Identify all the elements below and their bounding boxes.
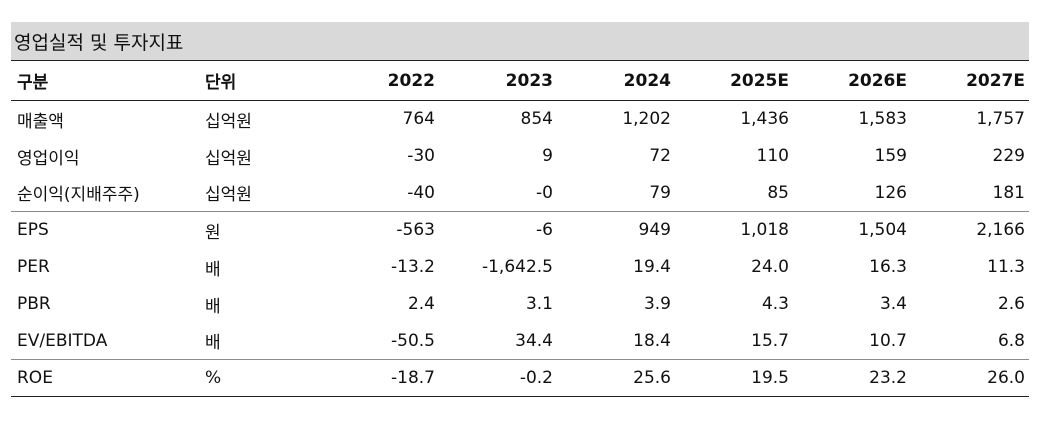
row-label: 영업이익 bbox=[17, 148, 80, 169]
row-unit: % bbox=[205, 368, 222, 388]
row-unit: 원 bbox=[205, 222, 221, 243]
header-year: 2023 bbox=[505, 70, 553, 91]
row-value: -563 bbox=[396, 220, 435, 241]
row-value: 23.2 bbox=[869, 368, 907, 388]
row-value: 949 bbox=[638, 220, 671, 241]
row-value: 1,202 bbox=[622, 109, 671, 130]
row-value: 79 bbox=[649, 182, 671, 203]
row-label: 순이익(지배주주) bbox=[17, 185, 140, 206]
row-label: PBR bbox=[17, 294, 51, 314]
row-label: EPS bbox=[17, 220, 49, 241]
financial-table-container: 영업실적 및 투자지표 구분 단위 2022 2023 2024 2025E 2… bbox=[11, 22, 1029, 397]
row-value: 24.0 bbox=[751, 257, 789, 277]
row-unit: 배 bbox=[205, 259, 221, 280]
row-value: 25.6 bbox=[633, 368, 671, 388]
row-value: 26.0 bbox=[987, 368, 1025, 388]
row-unit: 배 bbox=[205, 333, 221, 354]
row-value: 2.4 bbox=[407, 294, 435, 314]
row-value: -30 bbox=[407, 146, 435, 166]
row-value: 1,583 bbox=[858, 109, 907, 130]
table-row: EPS 원 -563 -6 949 1,018 1,504 2,166 bbox=[11, 212, 1029, 249]
row-value: -18.7 bbox=[391, 368, 435, 388]
row-value: 3.4 bbox=[879, 294, 907, 314]
table-row: EV/EBITDA 배 -50.5 34.4 18.4 15.7 10.7 6.… bbox=[11, 323, 1029, 360]
row-value: 34.4 bbox=[515, 330, 553, 351]
row-label: ROE bbox=[17, 368, 53, 388]
table-row: PER 배 -13.2 -1,642.5 19.4 24.0 16.3 11.3 bbox=[11, 249, 1029, 286]
row-value: 1,504 bbox=[858, 220, 907, 241]
row-value: 3.9 bbox=[643, 294, 671, 314]
table-row: 영업이익 십억원 -30 9 72 110 159 229 bbox=[11, 138, 1029, 175]
table-row: ROE % -18.7 -0.2 25.6 19.5 23.2 26.0 bbox=[11, 360, 1029, 397]
row-value: -1,642.5 bbox=[481, 257, 553, 277]
row-value: 854 bbox=[520, 109, 553, 130]
header-year: 2027E bbox=[966, 70, 1025, 91]
row-value: 3.1 bbox=[525, 294, 553, 314]
row-value: -13.2 bbox=[391, 257, 435, 277]
financial-table: 구분 단위 2022 2023 2024 2025E 2026E 2027E 매… bbox=[11, 60, 1029, 397]
row-value: 229 bbox=[992, 146, 1025, 166]
table-row: 순이익(지배주주) 십억원 -40 -0 79 85 126 181 bbox=[11, 175, 1029, 212]
row-label: EV/EBITDA bbox=[17, 330, 108, 351]
row-value: 126 bbox=[874, 182, 907, 203]
row-value: 85 bbox=[767, 182, 789, 203]
row-value: 4.3 bbox=[761, 294, 789, 314]
row-unit: 십억원 bbox=[205, 185, 252, 206]
row-value: -40 bbox=[407, 182, 435, 203]
header-year: 2022 bbox=[387, 70, 435, 91]
row-value: 764 bbox=[402, 109, 435, 130]
row-unit: 십억원 bbox=[205, 111, 252, 132]
row-value: -6 bbox=[536, 220, 553, 241]
row-value: 10.7 bbox=[869, 330, 907, 351]
row-value: 16.3 bbox=[869, 257, 907, 277]
row-value: 11.3 bbox=[987, 257, 1025, 277]
row-value: 19.4 bbox=[633, 257, 671, 277]
header-year: 2025E bbox=[730, 70, 789, 91]
row-value: 181 bbox=[992, 182, 1025, 203]
row-value: 1,018 bbox=[740, 220, 789, 241]
header-year: 2024 bbox=[623, 70, 671, 91]
row-value: 2.6 bbox=[997, 294, 1025, 314]
row-value: 9 bbox=[542, 146, 553, 166]
row-value: 6.8 bbox=[997, 330, 1025, 351]
header-unit: 단위 bbox=[205, 73, 237, 93]
row-value: 159 bbox=[874, 146, 907, 166]
header-row: 구분 단위 2022 2023 2024 2025E 2026E 2027E bbox=[11, 60, 1029, 101]
table-row: 매출액 십억원 764 854 1,202 1,436 1,583 1,757 bbox=[11, 101, 1029, 138]
row-value: 2,166 bbox=[976, 220, 1025, 241]
row-value: 72 bbox=[649, 146, 671, 166]
row-label: 매출액 bbox=[17, 111, 64, 132]
row-value: -0 bbox=[536, 182, 553, 203]
row-value: -0.2 bbox=[519, 368, 553, 388]
header-label: 구분 bbox=[17, 73, 49, 93]
header-year: 2026E bbox=[848, 70, 907, 91]
row-value: 110 bbox=[756, 146, 789, 166]
row-unit: 배 bbox=[205, 296, 221, 317]
row-value: -50.5 bbox=[391, 330, 435, 351]
row-value: 19.5 bbox=[751, 368, 789, 388]
row-value: 15.7 bbox=[751, 330, 789, 351]
table-row: PBR 배 2.4 3.1 3.9 4.3 3.4 2.6 bbox=[11, 286, 1029, 323]
row-label: PER bbox=[17, 257, 50, 277]
row-value: 18.4 bbox=[633, 330, 671, 351]
row-unit: 십억원 bbox=[205, 148, 252, 169]
row-value: 1,436 bbox=[740, 109, 789, 130]
table-title: 영업실적 및 투자지표 bbox=[11, 22, 1029, 60]
row-value: 1,757 bbox=[976, 109, 1025, 130]
